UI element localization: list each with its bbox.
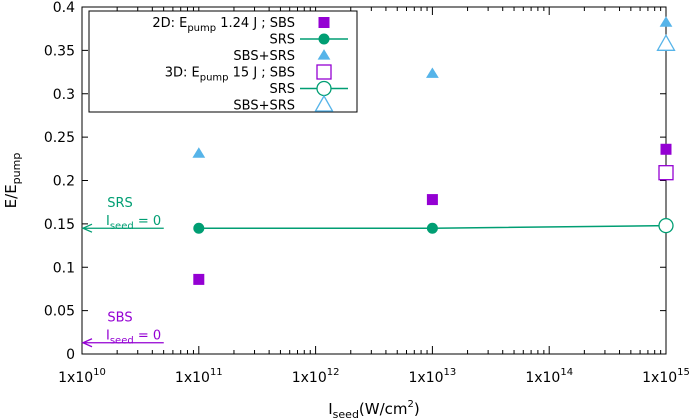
legend-label: SRS [269,82,295,97]
ticks-layer: 0 0.05 0.1 0.15 0.2 0.25 0.3 0.35 0.4 1x1010 1x101… [44,0,690,386]
data-layer [192,16,676,285]
data-point-square-filled [426,194,438,206]
annotation-arrowhead [81,338,93,348]
legend-label: 2D: Epump 1.24 J ; SBS [152,16,295,34]
y-tick-label: 0.3 [53,87,75,103]
annotation-srs-title: SRS [107,196,133,211]
data-point-triangle-filled [192,147,206,158]
annotation-layer: SRS Iseed = 0 SBS Iseed = 0 [81,196,164,348]
y-tick-label: 0.2 [53,174,75,190]
y-tick-label: 0 [66,347,75,363]
annotation-sbs-title: SBS [107,311,132,326]
axis-labels: Iseed(W/cm2) E/Epump [2,153,420,420]
legend-marker-square-filled [318,17,330,28]
data-point-circle-filled [193,222,205,234]
legend-label: SBS+SRS [233,99,295,114]
y-axis-label: E/Epump [2,153,23,209]
legend-box [88,10,358,113]
legend-marker-square-open [316,64,332,80]
data-point-triangle-filled [659,16,673,27]
y-tick-label: 0.15 [44,217,75,233]
data-point-square-filled [193,273,205,285]
legend-marker-triangle-filled [317,49,331,60]
x-tick-label: 1x1010 [58,367,106,386]
y-tick-label: 0.1 [53,260,75,276]
x-axis-label: Iseed(W/cm2) [328,399,420,420]
data-point-circle-open [658,217,674,234]
x-tick-label: 1x1011 [175,367,223,386]
legend-label: SBS+SRS [233,49,295,64]
annotation-srs-condition: Iseed = 0 [106,214,161,232]
data-point-square-filled [660,143,672,155]
data-point-square-open [658,165,674,181]
legend-label: 3D: Epump 15 J ; SBS [165,66,295,84]
legend-label: SRS [269,33,295,48]
y-tick-label: 0.4 [53,0,75,16]
legend-marker-circle-open [316,80,332,97]
y-tick-label: 0.05 [44,304,75,320]
y-tick-label: 0.25 [44,130,75,146]
data-point-triangle-filled [426,67,439,78]
annotation-sbs-condition: Iseed = 0 [106,329,161,347]
x-tick-label: 1x1013 [409,367,457,386]
x-tick-label: 1x1014 [525,367,573,386]
y-tick-label: 0.35 [44,43,75,59]
data-point-triangle-open [656,33,676,51]
legend-marker-triangle-open [314,94,334,112]
legend-marker-circle-filled [318,33,330,45]
x-tick-label: 1x1015 [642,367,690,386]
annotation-arrowhead [81,223,93,233]
data-point-circle-filled [426,222,438,234]
x-tick-label: 1x1012 [292,367,340,386]
